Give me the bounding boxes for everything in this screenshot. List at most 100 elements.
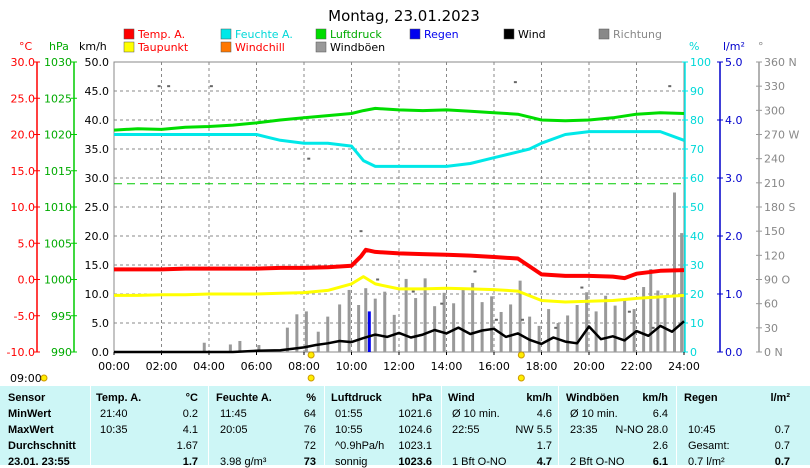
stats-cell-value: 1.7 — [536, 440, 552, 452]
legend-label: Luftdruck — [330, 28, 382, 41]
stats-cell-value: 1023.6 — [398, 456, 432, 468]
gust-bar — [499, 311, 503, 352]
stats-cell-value: 76 — [303, 424, 316, 436]
stats-cell-value: 64 — [303, 408, 316, 420]
tick-label-temp: 20.0 — [11, 129, 36, 142]
gust-bar — [656, 290, 660, 352]
tick-label-rain: 2.0 — [725, 230, 743, 243]
stats-unit: km/h — [526, 392, 552, 404]
tick-label-temp: 25.0 — [11, 92, 36, 105]
gust-bar — [632, 309, 636, 352]
gust-bar — [566, 315, 570, 352]
axis-unit-temp: °C — [19, 40, 33, 53]
gust-bar — [585, 292, 589, 352]
legend: Temp. A. Feuchte A. Luftdruck Regen Wind Rich… — [123, 28, 662, 54]
tick-label-wind: 0.0 — [92, 346, 110, 359]
tick-label-temp: 30.0 — [11, 56, 36, 69]
x-tick-label: 06:00 — [241, 360, 273, 373]
stats-header: Temp. A. — [96, 392, 142, 404]
gust-bar — [304, 311, 308, 352]
axis-unit-pressure: hPa — [49, 40, 69, 53]
tick-label-direction: 240 — [764, 153, 785, 166]
direction-point — [359, 230, 363, 233]
axis-unit-direction: ° — [758, 40, 764, 53]
axes: 30.025.020.015.010.05.00.0-5.0-10.010301… — [7, 56, 800, 359]
x-tick-label: 14:00 — [431, 360, 463, 373]
axis-unit-wind: km/h — [79, 40, 107, 53]
stats-header: Feuchte A. — [216, 392, 272, 404]
stats-cell-value: 1.67 — [176, 440, 198, 452]
series-line — [114, 130, 685, 168]
stats-header: Luftdruck — [331, 392, 382, 404]
chart-title: Montag, 23.01.2023 — [328, 7, 480, 25]
grid-lines — [114, 62, 684, 352]
direction-point — [307, 157, 311, 160]
legend-swatch — [123, 41, 135, 53]
x-tick-label: 04:00 — [193, 360, 225, 373]
tick-label-pressure: 990 — [51, 346, 72, 359]
stats-unit: °C — [185, 392, 198, 404]
gust-bar — [383, 291, 387, 352]
stats-cell-note: 10:35 — [100, 424, 128, 436]
stats-row-label: Durchschnitt — [8, 440, 76, 452]
tick-label-humidity: 40 — [690, 230, 704, 243]
gust-bar — [537, 325, 541, 352]
tick-label-direction: 330 — [764, 80, 785, 93]
tick-label-direction: 60 — [764, 298, 778, 311]
tick-label-pressure: 1020 — [44, 129, 72, 142]
sun-icon — [517, 374, 525, 382]
stats-cell-note: Ø 10 min. — [452, 408, 500, 420]
column-divider — [208, 386, 209, 465]
legend-label: Feuchte A. — [235, 28, 293, 41]
tick-label-wind: 5.0 — [92, 317, 110, 330]
legend-label: Wind — [518, 28, 546, 41]
gust-bar — [471, 282, 475, 352]
direction-point — [513, 81, 517, 84]
tick-label-pressure: 995 — [51, 310, 72, 323]
x-tick-label: 10:00 — [336, 360, 368, 373]
stats-cell-value: 1024.6 — [398, 424, 432, 436]
direction-point — [473, 270, 477, 273]
stats-cell-value: NW 5.5 — [515, 424, 552, 436]
tick-label-direction: 120 — [764, 249, 785, 262]
stats-cell-note: 11:45 — [220, 408, 247, 420]
tick-label-rain: 5.0 — [725, 56, 743, 69]
gust-bar — [461, 289, 465, 352]
direction-point — [376, 278, 380, 281]
column-divider — [441, 386, 442, 465]
tick-label-humidity: 100 — [690, 56, 711, 69]
gust-bar — [347, 289, 351, 352]
tick-label-wind: 50.0 — [85, 56, 110, 69]
tick-label-temp: -10.0 — [7, 346, 35, 359]
tick-label-direction: 210 — [764, 177, 785, 190]
tick-label-rain: 1.0 — [725, 288, 743, 301]
tick-label-direction: 180 S — [764, 201, 795, 214]
stats-cell-value: 6.4 — [652, 408, 668, 420]
direction-point — [494, 318, 498, 321]
tick-label-temp: 10.0 — [11, 201, 36, 214]
stats-cell-value: 1021.6 — [398, 408, 432, 420]
gust-bar — [338, 304, 342, 352]
tick-label-humidity: 50 — [690, 201, 704, 214]
stats-unit: hPa — [411, 392, 432, 404]
gust-bar — [202, 342, 206, 352]
tick-label-humidity: 70 — [690, 143, 704, 156]
legend-swatch — [220, 41, 232, 53]
stats-cell-note: 23:35 — [570, 424, 598, 436]
gust-bar — [490, 296, 494, 352]
axis-unit-humidity: % — [689, 40, 699, 53]
stats-cell-value: 6.1 — [652, 456, 668, 468]
x-tick-label: 16:00 — [478, 360, 510, 373]
stats-unit: km/h — [642, 392, 668, 404]
gust-bar — [404, 278, 408, 352]
column-divider — [558, 386, 559, 465]
tick-label-direction: 90 O — [764, 274, 790, 287]
gust-bar — [414, 298, 418, 352]
tick-label-direction: 270 W — [764, 129, 799, 142]
gust-bar — [642, 287, 646, 352]
sunrise-marker — [307, 351, 315, 359]
series-line — [114, 275, 685, 304]
stats-cell-note: Ø 10 min. — [570, 408, 618, 420]
gust-bar — [285, 327, 289, 352]
tick-label-temp: -5.0 — [14, 310, 35, 323]
